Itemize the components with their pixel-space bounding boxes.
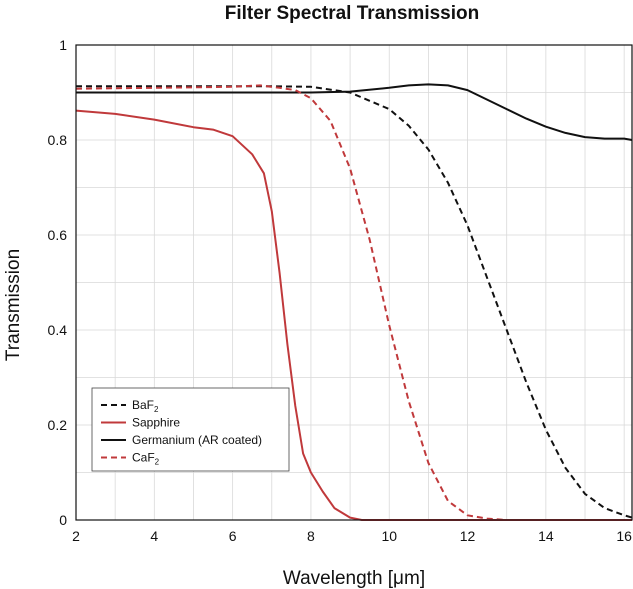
- series-lines: [75, 83, 633, 521]
- tick-labels: 2 4 6 8 10 12 14 16 0 0.2 0.4 0.6 0.8 1: [48, 37, 633, 544]
- chart-title: Filter Spectral Transmission: [225, 3, 479, 24]
- plot-frame: [75, 44, 633, 521]
- x-tick-label: 14: [538, 528, 554, 544]
- series-line-baf2: [76, 85, 633, 519]
- legend-label: Sapphire: [132, 416, 180, 430]
- legend-label: BaF2: [132, 398, 159, 414]
- x-tick-label: 2: [72, 528, 80, 544]
- y-tick-label: 0.8: [48, 132, 68, 148]
- legend-subscript: 2: [155, 458, 160, 467]
- series-line-germanium-ar-coated: [76, 83, 633, 141]
- legend-box: [91, 387, 290, 472]
- legend-label: Germanium (AR coated): [132, 433, 262, 447]
- legend-label: CaF2: [132, 451, 160, 467]
- x-tick-label: 8: [307, 528, 315, 544]
- x-tick-label: 10: [381, 528, 397, 544]
- series-line-caf2: [75, 84, 632, 521]
- y-tick-label: 1: [59, 37, 67, 53]
- y-tick-label: 0.6: [48, 227, 68, 243]
- x-tick-label: 12: [460, 528, 476, 544]
- y-axis-label: Transmission: [3, 249, 24, 361]
- x-tick-label: 4: [150, 528, 158, 544]
- x-axis-label: Wavelength [μm]: [283, 568, 425, 589]
- grid: [75, 45, 632, 520]
- x-tick-label: 16: [616, 528, 632, 544]
- y-tick-label: 0.2: [48, 417, 68, 433]
- x-tick-label: 6: [229, 528, 237, 544]
- y-tick-label: 0.4: [48, 322, 68, 338]
- y-tick-label: 0: [59, 512, 67, 528]
- legend-subscript: 2: [154, 405, 159, 414]
- legend: BaF2 Sapphire Germanium (AR coated) CaF2: [91, 387, 290, 472]
